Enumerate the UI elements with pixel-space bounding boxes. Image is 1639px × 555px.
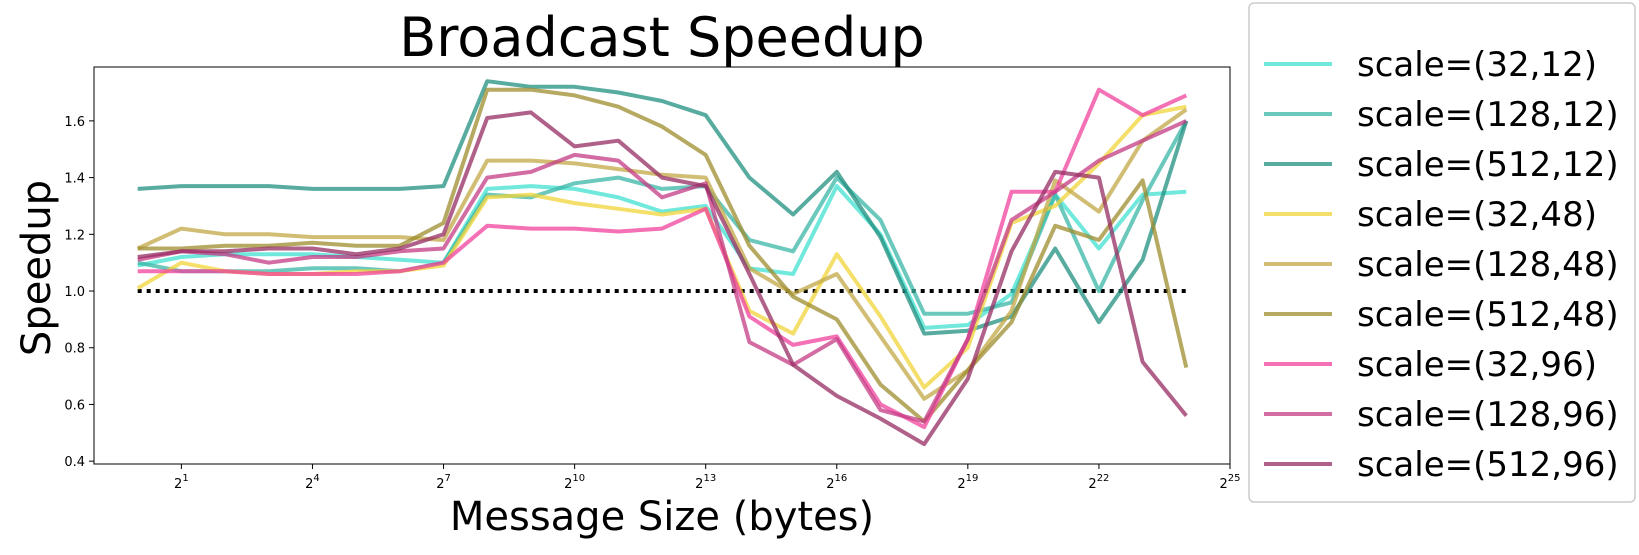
series-line-5 — [137, 87, 1189, 424]
x-tick-label-0: 21 — [174, 473, 189, 492]
y-tick-label-6: 1.6 — [64, 115, 85, 130]
series-line-6 — [137, 87, 1188, 430]
legend-label-6: scale=(32,96) — [1357, 345, 1597, 385]
series-line-7 — [137, 119, 1188, 424]
x-tick-label-3: 210 — [564, 473, 585, 492]
y-axis-ticks: 0.4 0.6 0.8 1.0 1.2 1.4 1.6 — [64, 115, 94, 470]
y-tick-label-3: 1.0 — [64, 285, 85, 300]
x-axis-ticks: 21 24 27 210 213 216 219 222 225 — [174, 464, 1241, 492]
y-tick-label-0: 0.4 — [64, 455, 85, 470]
x-tick-label-7: 222 — [1088, 473, 1109, 492]
series-layer — [136, 79, 1189, 447]
x-tick-label-2: 27 — [436, 473, 451, 492]
x-tick-label-6: 219 — [957, 473, 978, 492]
legend-label-7: scale=(128,96) — [1357, 395, 1619, 435]
plot-frame — [93, 66, 1231, 465]
x-tick-label-1: 24 — [305, 473, 320, 492]
y-tick-label-2: 0.8 — [64, 342, 85, 357]
legend: scale=(32,12) scale=(128,12) scale=(512,12… — [1248, 2, 1636, 503]
legend-label-4: scale=(128,48) — [1357, 245, 1619, 285]
x-tick-label-8: 225 — [1219, 473, 1240, 492]
series-line-8 — [137, 110, 1188, 447]
x-axis-label: Message Size (bytes) — [450, 494, 874, 540]
legend-frame — [1248, 2, 1636, 503]
legend-label-3: scale=(32,48) — [1357, 195, 1597, 235]
series-line-0 — [137, 184, 1187, 330]
legend-label-1: scale=(128,12) — [1357, 95, 1619, 135]
legend-label-8: scale=(512,96) — [1357, 445, 1619, 485]
series-line-4 — [136, 107, 1188, 401]
series-line-2 — [137, 79, 1189, 336]
x-tick-label-4: 213 — [695, 473, 716, 492]
legend-label-5: scale=(512,48) — [1357, 295, 1619, 335]
y-tick-label-5: 1.4 — [64, 172, 85, 187]
y-tick-label-1: 0.6 — [64, 398, 85, 413]
legend-label-0: scale=(32,12) — [1357, 45, 1597, 85]
y-axis-label: Speedup — [14, 180, 60, 356]
series-line-1 — [137, 119, 1189, 316]
chart-title: Broadcast Speedup — [399, 6, 925, 69]
x-tick-label-5: 216 — [826, 473, 847, 492]
legend-label-2: scale=(512,12) — [1357, 145, 1619, 185]
y-tick-label-4: 1.2 — [64, 228, 85, 243]
